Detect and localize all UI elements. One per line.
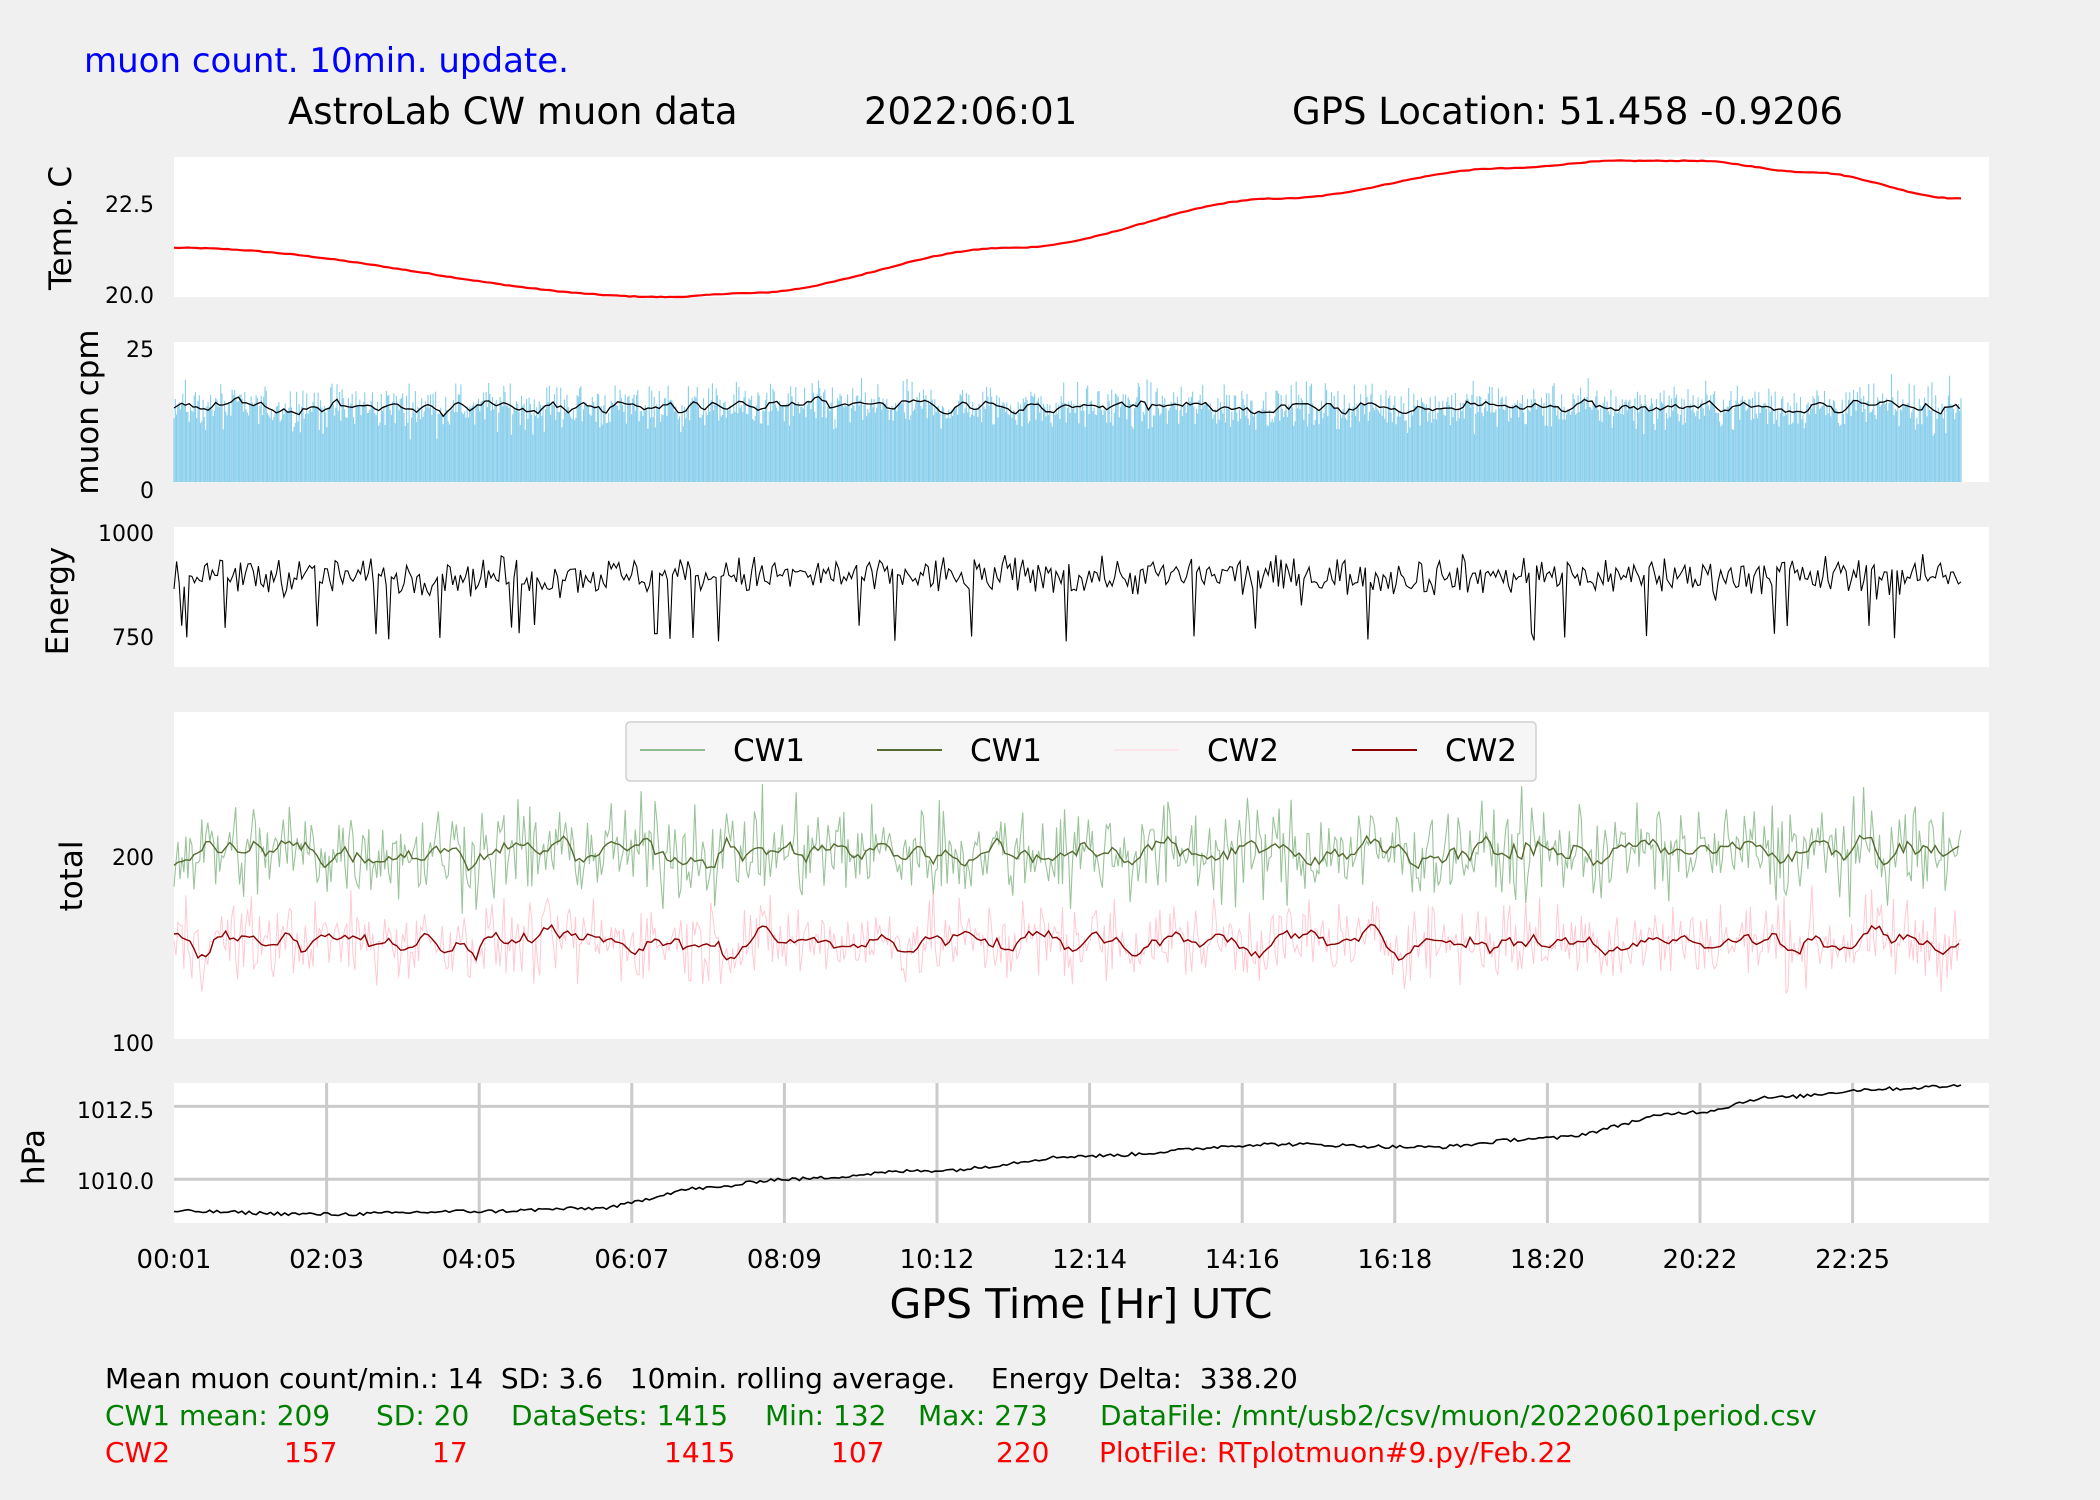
muon-cpm-bar	[173, 374, 1962, 482]
x-tick-label: 06:07	[594, 1245, 669, 1275]
stats-cw1-mean: CW1 mean: 209	[105, 1399, 330, 1432]
legend-label-cw2-raw: CW2	[1207, 733, 1279, 769]
stats-cw1-datasets: DataSets: 1415	[511, 1399, 728, 1432]
legend: CW1 CW1 CW2 CW2	[625, 721, 1537, 782]
muon-cpm-bars	[173, 374, 1962, 482]
cw2-average-line	[173, 923, 1960, 962]
energy-ytick-high: 1000	[98, 522, 154, 547]
pressure-panel	[174, 1083, 1989, 1223]
temp-ytick-low: 20.0	[105, 284, 154, 309]
temp-ytick-high: 22.5	[105, 193, 154, 218]
stats-cw2-max: 220	[996, 1436, 1049, 1469]
stats-plotfile: PlotFile: RTplotmuon#9.py/Feb.22	[1099, 1436, 1573, 1469]
x-tick-label: 18:20	[1510, 1245, 1585, 1275]
pressure-ytick-low: 1010.0	[77, 1170, 154, 1195]
muon-ytick-high: 25	[126, 338, 154, 363]
x-tick-label: 16:18	[1357, 1245, 1432, 1275]
x-tick-label: 02:03	[289, 1245, 364, 1275]
series-lines	[173, 159, 1962, 1217]
energy-line	[173, 554, 1962, 642]
gps-location: GPS Location: 51.458 -0.9206	[1292, 90, 1843, 133]
temperature-panel	[174, 157, 1989, 297]
stats-cw2-label: CW2	[105, 1436, 170, 1469]
energy-panel	[174, 527, 1989, 667]
stats-cw2-mean: 157	[284, 1436, 337, 1469]
stats-cw1-max: Max: 273	[918, 1399, 1048, 1432]
update-note: muon count. 10min. update.	[84, 41, 569, 81]
x-tick-label: 10:12	[900, 1245, 975, 1275]
muon-ytick-low: 0	[140, 479, 154, 504]
stats-cw2-datasets: 1415	[664, 1436, 735, 1469]
temperature-line	[173, 159, 1962, 299]
pressure-ylabel: hPa	[16, 1129, 52, 1185]
temp-ylabel: Temp. C	[43, 166, 79, 291]
muon-cpm-average-line	[173, 395, 1961, 418]
legend-box	[625, 721, 1537, 782]
stats-cw2-sd: 17	[432, 1436, 468, 1469]
x-tick-label: 08:09	[747, 1245, 822, 1275]
x-tick-labels: 00:01 02:03 04:05 06:07 08:09 10:12 12:14 14:16…	[137, 1245, 1891, 1275]
x-tick-label: 22:25	[1815, 1245, 1890, 1275]
x-tick-label: 12:14	[1052, 1245, 1127, 1275]
stats-line1: Mean muon count/min.: 14 SD: 3.6 10min. …	[105, 1362, 1298, 1395]
total-ytick-high: 200	[112, 846, 154, 871]
stats-datafile: DataFile: /mnt/usb2/csv/muon/20220601per…	[1100, 1399, 1817, 1432]
stats-cw2-min: 107	[831, 1436, 884, 1469]
legend-label-cw1-raw: CW1	[733, 733, 805, 769]
x-tick-label: 00:01	[137, 1245, 212, 1275]
cw2-raw-line	[173, 885, 1962, 994]
total-ytick-low: 100	[112, 1032, 154, 1057]
x-axis-label: GPS Time [Hr] UTC	[890, 1280, 1273, 1328]
pressure-ytick-high: 1012.5	[77, 1099, 154, 1124]
total-ylabel: total	[54, 841, 90, 912]
energy-ylabel: Energy	[40, 547, 76, 656]
stats-cw1-sd: SD: 20	[376, 1399, 469, 1432]
stats-cw1-min: Min: 132	[765, 1399, 886, 1432]
muon-ylabel: muon cpm	[70, 329, 106, 494]
legend-label-cw1-avg: CW1	[970, 733, 1042, 769]
energy-ytick-low: 750	[112, 626, 154, 651]
x-tick-label: 14:16	[1205, 1245, 1280, 1275]
cw1-average-line	[173, 834, 1960, 872]
x-tick-label: 04:05	[442, 1245, 517, 1275]
x-tick-label: 20:22	[1663, 1245, 1738, 1275]
pressure-grid	[174, 1083, 1989, 1223]
legend-label-cw2-avg: CW2	[1445, 733, 1517, 769]
figure-title: AstroLab CW muon data	[288, 90, 738, 133]
figure-date: 2022:06:01	[864, 90, 1077, 133]
pressure-line	[173, 1083, 1962, 1217]
